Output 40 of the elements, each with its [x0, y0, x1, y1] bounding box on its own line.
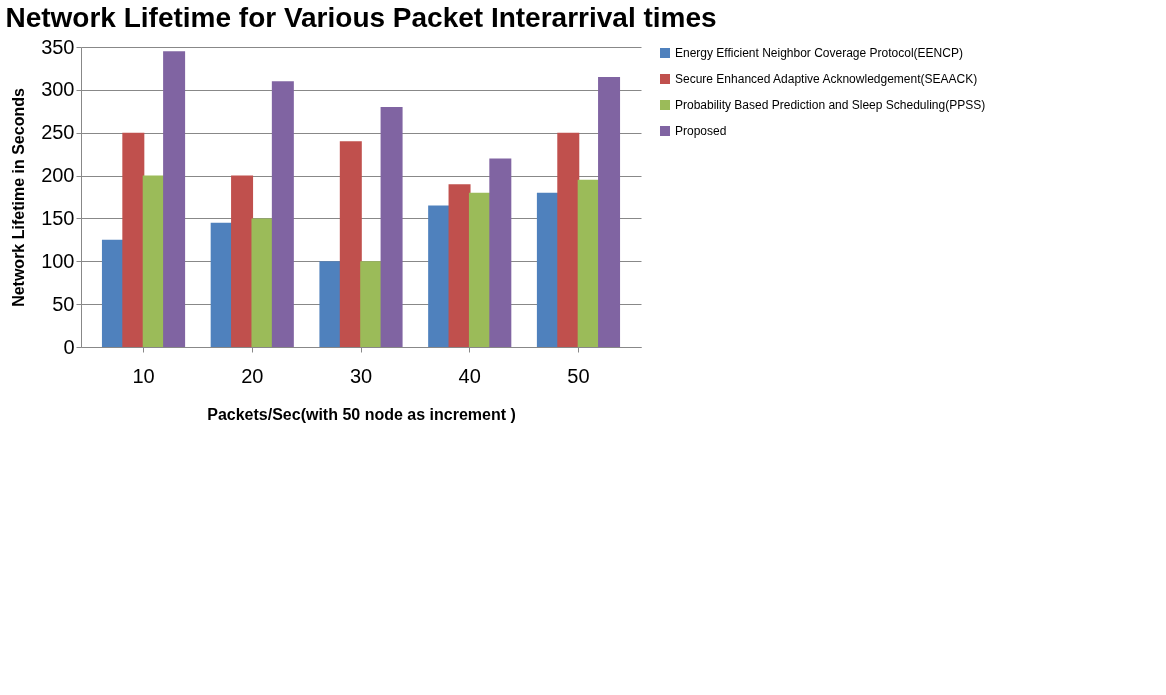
x-tick-label: 50 [567, 364, 590, 387]
bar [598, 77, 621, 347]
legend-label: Proposed [675, 124, 727, 138]
bar [231, 175, 254, 347]
bar [339, 141, 362, 347]
x-tick-label: 20 [241, 364, 264, 387]
bar [577, 179, 600, 347]
y-tick-label: 50 [52, 292, 75, 315]
bar [319, 261, 342, 347]
bar [536, 192, 559, 347]
bar [428, 205, 451, 347]
x-axis-title: Packets/Sec(with 50 node as increment ) [207, 405, 516, 423]
bar [271, 81, 294, 347]
bar [210, 222, 233, 347]
bar [468, 192, 491, 347]
bar [142, 175, 165, 347]
y-axis-title: Network Lifetime in Seconds [10, 88, 28, 307]
legend-label: Probability Based Prediction and Sleep Scheduling(PPSS) [675, 98, 986, 112]
legend-label: Secure Enhanced Adaptive Acknowledgement(SEAACK) [675, 72, 978, 86]
chart-title: Network Lifetime for Various Packet Interarrival times [5, 2, 717, 33]
y-tick-label: 200 [41, 164, 75, 187]
y-tick-label: 150 [41, 206, 75, 229]
bar [448, 184, 471, 347]
y-tick-label: 0 [63, 335, 75, 358]
bar [360, 261, 383, 347]
bar [163, 51, 186, 347]
y-tick-label: 100 [41, 249, 75, 272]
bar [122, 132, 145, 347]
bar [380, 107, 403, 347]
bar [101, 239, 124, 347]
x-tick-label: 40 [458, 364, 481, 387]
bar [251, 218, 274, 347]
bar [557, 132, 580, 347]
y-tick-label: 250 [41, 121, 75, 144]
x-tick-label: 10 [132, 364, 155, 387]
y-tick-label: 350 [41, 35, 75, 58]
x-tick-label: 30 [349, 364, 373, 387]
y-tick-label: 300 [41, 78, 75, 101]
bar [489, 158, 512, 347]
legend-label: Energy Efficient Neighbor Coverage Protocol(EENCP) [675, 46, 963, 60]
